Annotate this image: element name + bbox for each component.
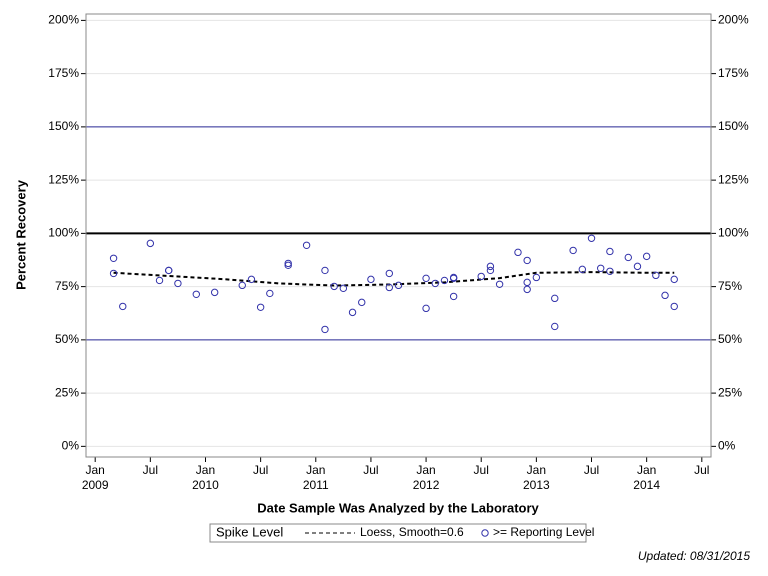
data-point	[569, 246, 577, 255]
x-tick-label: Jul	[473, 463, 489, 477]
y-tick-label: 175%	[48, 66, 79, 80]
data-point	[339, 284, 348, 293]
y2-tick-label: 200%	[718, 13, 749, 27]
y-tick-label: 125%	[48, 172, 79, 186]
x-tick-label: Jul	[252, 463, 269, 477]
data-point	[486, 262, 495, 271]
y-axis-label: Percent Recovery	[13, 179, 28, 290]
data-point	[587, 234, 596, 242]
legend-box	[209, 523, 587, 543]
x-tick-label: Jul	[142, 463, 158, 477]
data-point	[670, 302, 678, 311]
data-point	[633, 262, 642, 271]
x-tick-label: Jan 2014	[633, 463, 660, 492]
y-tick-label: 50%	[55, 332, 79, 346]
x-tick-label: Jan 2011	[302, 463, 329, 492]
data-point	[165, 266, 173, 275]
data-point	[597, 264, 605, 272]
data-point	[146, 239, 155, 248]
data-point	[449, 292, 458, 301]
data-point	[578, 265, 587, 274]
y-tick-label: 75%	[55, 279, 79, 293]
y-tick-label: 25%	[55, 385, 79, 399]
data-point	[109, 269, 118, 278]
data-point	[661, 291, 669, 300]
data-point	[606, 247, 614, 256]
data-point	[348, 308, 357, 317]
data-point	[284, 261, 292, 270]
y2-tick-label: 75%	[718, 279, 742, 293]
data-point	[109, 254, 118, 262]
y2-tick-label: 0%	[718, 439, 736, 453]
y2-tick-label: 125%	[718, 172, 749, 186]
x-tick-label: Jan 2010	[192, 463, 219, 492]
legend-label: Loess, Smooth=0.6	[360, 525, 464, 539]
y-tick-label: 150%	[48, 119, 79, 133]
y2-tick-label: 175%	[718, 66, 749, 80]
legend-swatch	[481, 529, 489, 537]
x-tick-label: Jul	[694, 463, 710, 477]
loess-line	[113, 271, 675, 287]
x-tick-label: Jan 2013	[523, 463, 550, 492]
data-point	[652, 271, 660, 280]
y2-tick-label: 100%	[718, 226, 749, 240]
y2-tick-label: 25%	[718, 385, 742, 399]
data-point	[495, 280, 504, 288]
data-point	[670, 275, 678, 284]
data-point	[532, 273, 541, 282]
data-point	[486, 266, 495, 275]
data-point	[422, 304, 430, 313]
x-axis-label: Date Sample Was Analyzed by the Laborato…	[257, 500, 539, 515]
data-point	[523, 285, 531, 294]
footnote: Updated: 08/31/2015	[638, 549, 750, 563]
data-point	[523, 256, 531, 265]
y2-tick-label: 50%	[718, 332, 742, 346]
x-tick-label: Jul	[583, 463, 600, 477]
data-point	[284, 259, 292, 268]
data-point	[302, 241, 311, 249]
legend-label: >= Reporting Level	[493, 525, 594, 539]
data-point	[385, 283, 394, 292]
data-point	[119, 302, 127, 311]
y-tick-label: 100%	[48, 226, 79, 240]
data-point	[422, 274, 430, 283]
data-point	[440, 276, 449, 285]
data-point	[385, 269, 394, 278]
x-tick-label: Jul	[363, 463, 379, 477]
data-point	[449, 273, 458, 282]
data-point	[174, 279, 182, 288]
x-tick-label: Jan 2009	[81, 463, 109, 492]
data-point	[624, 253, 632, 262]
data-point	[256, 303, 265, 311]
data-point	[431, 279, 439, 288]
y-tick-label: 200%	[48, 13, 79, 27]
data-point	[394, 281, 403, 290]
data-point	[551, 322, 559, 331]
data-point	[238, 281, 246, 290]
data-point	[514, 248, 522, 257]
data-point	[210, 288, 219, 297]
data-point	[321, 266, 329, 275]
data-point	[192, 290, 200, 298]
y-tick-label: 0%	[62, 439, 80, 453]
y2-tick-label: 150%	[718, 119, 749, 133]
data-point	[642, 252, 651, 261]
data-point	[247, 275, 256, 284]
data-point	[358, 298, 366, 307]
data-point	[367, 275, 375, 284]
plot-frame	[85, 13, 712, 458]
data-point	[477, 272, 485, 281]
data-point	[155, 276, 164, 285]
data-point	[523, 278, 531, 287]
data-point	[551, 294, 559, 303]
legend-title: Spike Level	[216, 524, 283, 539]
x-tick-label: Jan 2012	[412, 463, 440, 492]
data-point	[266, 289, 274, 298]
data-point	[330, 282, 338, 291]
data-point	[606, 267, 614, 275]
data-point	[321, 325, 329, 334]
